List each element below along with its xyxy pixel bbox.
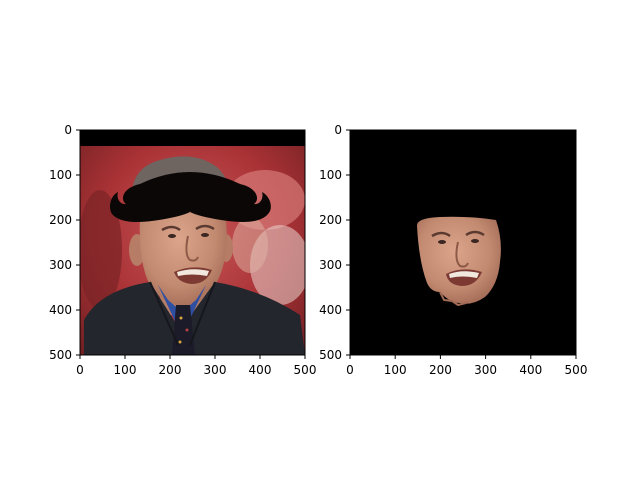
left-x-tick-label: 300 [204,363,227,377]
left-axes-frame [79,129,306,356]
right-x-tick-label: 300 [474,363,497,377]
right-y-tick-label: 400 [319,303,342,317]
left-y-tick-label: 200 [49,213,72,227]
right-x-tick-label: 200 [429,363,452,377]
right-x-tick-label: 500 [565,363,588,377]
right-x-tick-label: 400 [519,363,542,377]
left-y-tick-label: 100 [49,168,72,182]
right-subplot: 0 100 200 300 400 500 0 100 200 300 400 500 [319,123,587,377]
left-subplot: 0 100 200 300 400 500 0 100 200 300 400 500 [49,123,316,377]
right-y-tick-label: 300 [319,258,342,272]
left-x-tick-label: 200 [159,363,182,377]
left-x-tick-label: 100 [114,363,137,377]
right-ticks: 0 100 200 300 400 500 0 100 200 300 400 500 [319,123,587,377]
mustache-overlay [110,172,271,222]
right-x-tick-label: 0 [346,363,354,377]
left-ticks: 0 100 200 300 400 500 0 100 200 300 400 500 [49,123,316,377]
right-image [350,130,576,355]
left-image [80,130,305,355]
right-y-tick-label: 100 [319,168,342,182]
left-x-tick-label: 400 [249,363,272,377]
left-y-tick-label: 300 [49,258,72,272]
right-y-tick-label: 500 [319,348,342,362]
right-y-tick-label: 0 [334,123,342,137]
right-y-tick-label: 200 [319,213,342,227]
left-y-tick-label: 0 [64,123,72,137]
left-x-tick-label: 500 [294,363,317,377]
right-axes-frame [349,129,577,356]
left-y-tick-label: 400 [49,303,72,317]
right-x-tick-label: 100 [384,363,407,377]
left-x-tick-label: 0 [76,363,84,377]
left-y-tick-label: 500 [49,348,72,362]
